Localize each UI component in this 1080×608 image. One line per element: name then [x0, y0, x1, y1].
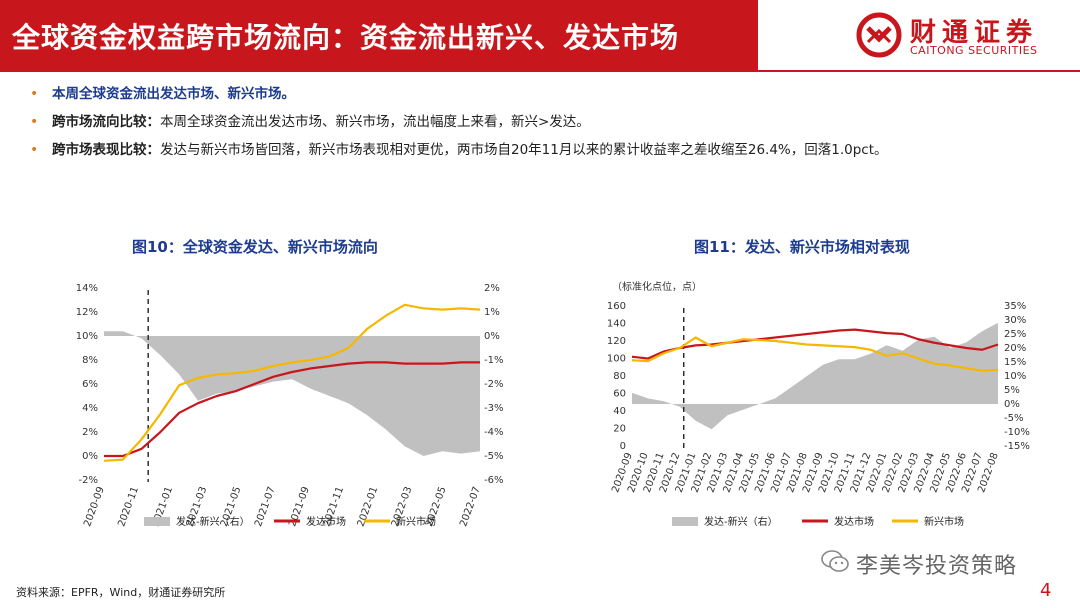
bullet-item: • 跨市场表现比较：发达与新兴市场皆回落，新兴市场表现相对更优，两市场自20年1…	[30, 140, 1060, 168]
y-left-tick: 60	[613, 389, 626, 400]
watermark: 李美岑投资策略	[820, 546, 1050, 579]
y-right-tick: 1%	[484, 307, 500, 318]
figure-11-title: 图11：发达、新兴市场相对表现	[694, 238, 910, 256]
legend-label: 发达市场	[306, 515, 346, 528]
y-left-tick: 10%	[76, 331, 98, 342]
header-divider	[0, 70, 1080, 72]
y-left-tick: 100	[607, 354, 626, 365]
wechat-icon	[821, 550, 849, 572]
y-left-tick: 80	[613, 371, 626, 382]
y-right-tick: 5%	[1004, 385, 1020, 396]
y-right-tick: 15%	[1004, 357, 1026, 368]
page-title: 全球资金权益跨市场流向：资金流出新兴、发达市场	[12, 21, 680, 54]
y-left-tick: 0%	[82, 451, 98, 462]
series-area	[104, 331, 480, 456]
x-tick: 2022-07	[458, 485, 483, 528]
y-right-tick: 35%	[1004, 301, 1026, 312]
y-right-tick: 0%	[1004, 399, 1020, 410]
legend-label: 发达市场	[834, 515, 874, 528]
bullet-item: • 跨市场流向比较：本周全球资金流出发达市场、新兴市场，流出幅度上来看，新兴>发…	[30, 112, 1060, 140]
legend-label: 新兴市场	[396, 515, 436, 528]
y-left-tick: 6%	[82, 379, 98, 390]
series-area	[632, 322, 998, 430]
bullet-text: 本周全球资金流出发达市场、新兴市场，流出幅度上来看，新兴>发达。	[160, 114, 590, 130]
y-left-tick: 120	[607, 336, 626, 347]
y-right-tick: -6%	[484, 475, 503, 486]
y-right-tick: -1%	[484, 355, 503, 366]
bullet-item: • 本周全球资金流出发达市场、新兴市场。	[30, 84, 1060, 112]
figure-10-title: 图10：全球资金发达、新兴市场流向	[132, 238, 378, 256]
bullet-dot-icon: •	[30, 114, 39, 130]
unit-label: （标准化点位，点）	[612, 280, 702, 293]
y-left-tick: 12%	[76, 307, 98, 318]
y-left-tick: 140	[607, 319, 626, 330]
y-right-tick: 30%	[1004, 315, 1026, 326]
y-left-tick: 160	[607, 301, 626, 312]
y-right-tick: -5%	[1004, 413, 1023, 424]
page-number: 4	[1040, 580, 1052, 601]
y-left-tick: 14%	[76, 283, 98, 294]
y-right-tick: -10%	[1004, 427, 1030, 438]
y-left-tick: -2%	[79, 475, 98, 486]
bullet-dot-icon: •	[30, 142, 39, 158]
watermark-text: 李美岑投资策略	[856, 554, 1018, 579]
y-right-tick: 2%	[484, 283, 500, 294]
bullet-label: 本周全球资金流出发达市场、新兴市场。	[52, 86, 295, 102]
y-left-tick: 40	[613, 406, 626, 417]
bullet-list: • 本周全球资金流出发达市场、新兴市场。 • 跨市场流向比较：本周全球资金流出发…	[30, 84, 1060, 168]
y-right-tick: -2%	[484, 379, 503, 390]
y-left-tick: 0	[620, 441, 626, 452]
y-right-tick: -3%	[484, 403, 503, 414]
y-right-tick: 0%	[484, 331, 500, 342]
series-line	[103, 303, 481, 462]
legend-swatch	[672, 517, 698, 526]
y-left-tick: 4%	[82, 403, 98, 414]
y-left-tick: 20	[613, 424, 626, 435]
chart-fig10: -2% 0% 2% 4% 6% 8% 10% 12% 14% -6% -5% -4% -3% -2% -1%…	[76, 283, 504, 528]
bullet-text: 发达与新兴市场皆回落，新兴市场表现相对更优，两市场自20年11月以来的累计收益率…	[160, 142, 888, 158]
company-logo: 财通证券 CAITONG SECURITIES	[856, 8, 1066, 62]
chart-fig11: （标准化点位，点） 0 20 40 60 80 100 120 140 160 -15% -10% -5…	[607, 280, 1030, 528]
y-right-tick: 20%	[1004, 343, 1026, 354]
source-note: 资料来源：EPFR，Wind，财通证券研究所	[16, 586, 226, 599]
series-line	[631, 328, 999, 360]
y-left-tick: 8%	[82, 355, 98, 366]
bullet-label: 跨市场流向比较：	[52, 114, 160, 130]
y-right-tick: -4%	[484, 427, 503, 438]
y-right-tick: 10%	[1004, 371, 1026, 382]
y-right-tick: -5%	[484, 451, 503, 462]
title-bar: 全球资金权益跨市场流向：资金流出新兴、发达市场	[0, 0, 758, 70]
legend-label: 新兴市场	[924, 515, 964, 528]
caitong-logo-icon	[856, 12, 902, 58]
y-right-tick: 25%	[1004, 329, 1026, 340]
logo-chinese: 财通证券	[910, 18, 1039, 48]
header: 全球资金权益跨市场流向：资金流出新兴、发达市场 财通证券 CAITONG SEC…	[0, 0, 1080, 70]
bullet-label: 跨市场表现比较：	[52, 142, 160, 158]
y-left-tick: 2%	[82, 427, 98, 438]
legend-label: 发达-新兴（右）	[704, 515, 778, 528]
legend-swatch	[144, 517, 170, 526]
legend-label: 发达-新兴（右）	[176, 515, 250, 528]
y-right-tick: -15%	[1004, 441, 1030, 452]
logo-english: CAITONG SECURITIES	[910, 44, 1038, 57]
series-line	[104, 361, 480, 458]
x-tick: 2020-09	[82, 485, 107, 528]
series-line	[631, 336, 999, 372]
bullet-dot-icon: •	[30, 86, 39, 102]
x-tick: 2020-11	[116, 485, 141, 528]
